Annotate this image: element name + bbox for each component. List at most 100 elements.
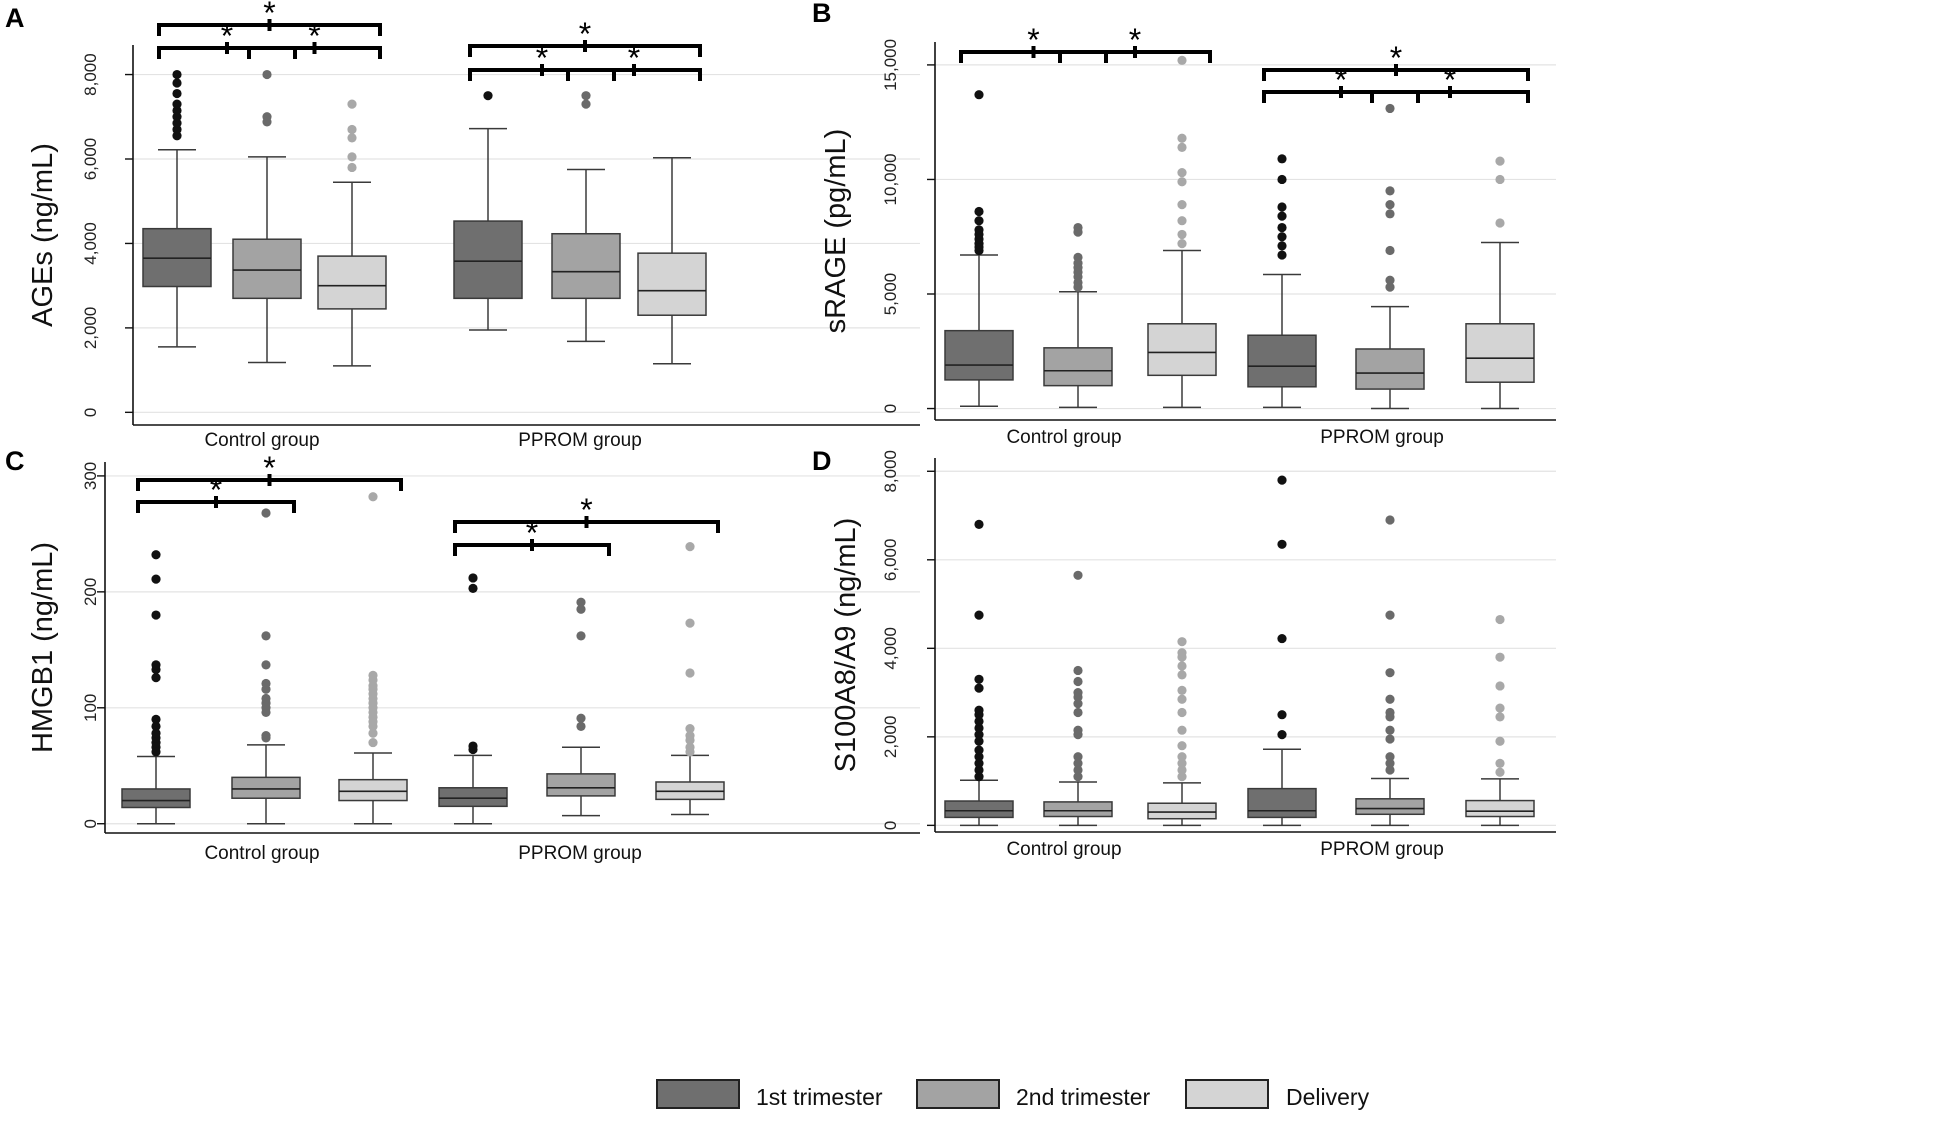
panel-d-outlier-point (974, 765, 984, 775)
panel-a-box-iqr (232, 238, 302, 300)
panel-d-outlier-point (1177, 772, 1187, 782)
panel-b-outlier-point (974, 216, 984, 226)
panel-a-outlier-point (172, 88, 182, 99)
panel-d-letter: D (812, 446, 832, 476)
panel-c-outlier-point (261, 678, 271, 689)
panel-d-outlier-point (1495, 681, 1505, 691)
panel-c-significance-bracket: * (453, 492, 720, 533)
panel-d-outlier-point (1073, 725, 1083, 735)
legend-label-2nd-trimester: 2nd trimester (1016, 1084, 1151, 1110)
panel-a-y-tick-label: 2,000 (81, 307, 100, 350)
panel-a-significance-star: * (536, 40, 548, 76)
panel-c-outlier-point (685, 668, 695, 678)
panel-a-outlier-point (581, 99, 591, 109)
panel-c-box-iqr (338, 778, 408, 802)
panel-d-outlier-point (974, 736, 984, 746)
panel-d-y-tick-label: 8,000 (881, 450, 900, 493)
legend-swatch-1st-trimester (656, 1079, 740, 1109)
panel-a-y-tick-label: 0 (81, 408, 100, 417)
panel-d-outlier-point (1177, 765, 1187, 775)
panel-b-outlier-point (1277, 241, 1287, 251)
panel-c-outlier-point (576, 713, 586, 723)
panel-d-outlier-point (1177, 758, 1187, 768)
panel-b-outlier-point (1385, 275, 1395, 285)
panel-b-outlier-point (1277, 250, 1287, 260)
panel-d-outlier-point (1073, 765, 1083, 775)
panel-a-significance-star: * (579, 16, 591, 52)
panel-c-box-1st-trimester (121, 550, 191, 825)
panel-c-outlier-point (368, 737, 378, 748)
panel-c-outlier-point (685, 742, 695, 752)
panel-d-y-tick-label: 2,000 (881, 716, 900, 759)
panel-b-significance-bracket: * (959, 22, 1108, 63)
panel-a-significance-bracket: * (157, 0, 382, 36)
panel-c-outlier-point (685, 618, 695, 628)
panel-c-y-tick-label: 100 (81, 694, 100, 722)
panel-b-significance-star: * (1444, 62, 1456, 98)
panel-b-outlier-point (1177, 239, 1187, 249)
panel-d-box-iqr (1247, 787, 1317, 819)
panel-d-outlier-point (974, 705, 984, 715)
panel-a-outlier-point (483, 91, 493, 101)
panel-c-box-delivery (655, 542, 725, 816)
panel-b-outlier-point (974, 206, 984, 217)
panel-d-outlier-point (1385, 765, 1395, 775)
panel-d-category-label: PPROM group (1320, 839, 1444, 860)
panel-a-letter: A (5, 3, 25, 33)
panel-a-outlier-point (172, 69, 182, 80)
panel-d-outlier-point (1495, 614, 1505, 625)
panel-b-outlier-point (1385, 209, 1395, 219)
panel-c-outlier-point (151, 673, 161, 683)
panel-b-category-label: Control group (1006, 427, 1121, 448)
panel-a-box-2nd-trimester (551, 91, 621, 343)
panel-d-outlier-point (1177, 670, 1187, 680)
panel-c-outlier-point (468, 583, 478, 593)
panel-a-outlier-point (347, 99, 357, 109)
panel-c-significance-star: * (263, 450, 275, 486)
panel-c-box-iqr (438, 787, 508, 808)
panel-a-box-iqr (551, 232, 621, 300)
panel-c-outlier-point (261, 508, 271, 518)
legend-label-1st-trimester: 1st trimester (756, 1084, 883, 1110)
panel-b-box-delivery (1465, 156, 1535, 410)
panel-b-box-iqr (944, 329, 1014, 381)
panel-d-outlier-point (1495, 703, 1505, 713)
panel-b-outlier-point (1073, 252, 1083, 262)
panel-a-box-iqr (453, 220, 523, 300)
panel-b-outlier-point (1277, 211, 1287, 221)
panel-c-outlier-point (685, 731, 695, 741)
panel-d-outlier-point (1073, 665, 1083, 676)
panel-d-box-iqr (1355, 798, 1425, 816)
panel-b-outlier-point (1495, 156, 1505, 166)
panel-d-outlier-point (974, 745, 984, 755)
panel-a-box-delivery (637, 156, 707, 365)
panel-b-outlier-point (1277, 202, 1287, 212)
panel-d-outlier-point (1385, 734, 1395, 744)
panel-d-outlier-point (1177, 661, 1187, 671)
panel-c-outlier-point (576, 631, 586, 641)
panel-a-y-tick-label: 8,000 (81, 53, 100, 96)
panel-c-significance-star: * (210, 472, 222, 508)
panel-d-outlier-point (1073, 676, 1083, 687)
panel-b-box-2nd-trimester (1043, 222, 1113, 409)
panel-a-outlier-point (347, 162, 357, 173)
panel-d-outlier-point (974, 730, 984, 740)
panel-a-significance-bracket: * (468, 16, 702, 57)
panel-c-box-delivery (338, 492, 408, 825)
panel-d-y-tick-label: 4,000 (881, 627, 900, 670)
panel-d-outlier-point (1177, 725, 1187, 735)
panel-b-outlier-point (1177, 55, 1187, 65)
panel-d-outlier-point (974, 674, 984, 684)
panel-b-significance-star: * (1027, 22, 1039, 58)
panel-b-outlier-point (1385, 245, 1395, 256)
panel-a-outlier-point (172, 99, 182, 109)
panel-b-outlier-point (1177, 177, 1187, 187)
panel-c-outlier-point (576, 597, 586, 607)
panel-a-outlier-point (172, 118, 182, 128)
panel-b-y-tick-label: 0 (881, 404, 900, 413)
panel-d-box-iqr (1043, 801, 1113, 818)
panel-c-category-label: Control group (204, 843, 319, 864)
panel-d-outlier-point (1177, 741, 1187, 751)
panel-b-outlier-point (1277, 154, 1287, 164)
panel-b-outlier-point (1385, 282, 1395, 292)
